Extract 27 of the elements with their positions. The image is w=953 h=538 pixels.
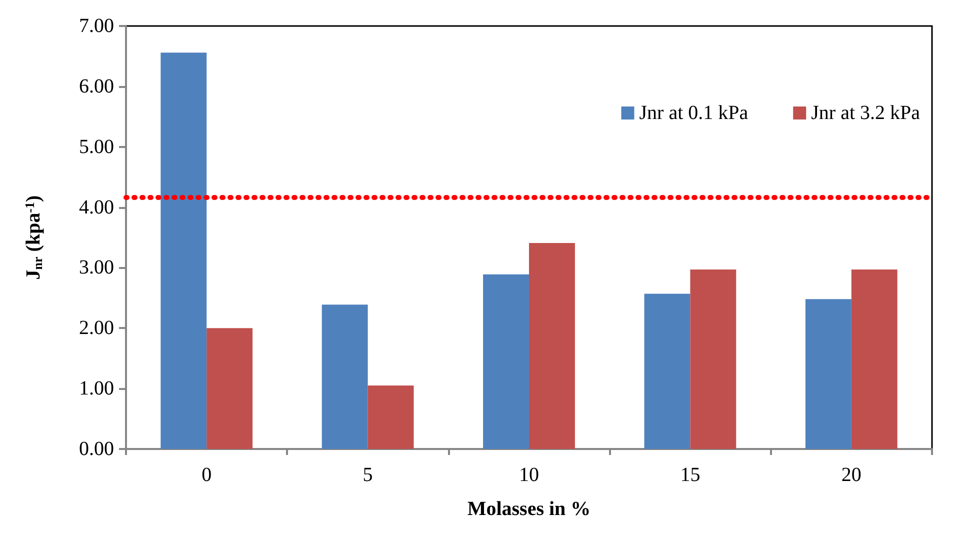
y-tick-label: 3.00 [79, 256, 114, 279]
bar [206, 328, 253, 449]
y-tick-label: 7.00 [79, 15, 114, 37]
bar [644, 294, 690, 449]
bar [160, 52, 207, 449]
y-axis-title: Jnr (kpa-1) [22, 195, 45, 280]
bar [851, 270, 898, 449]
bar [690, 270, 736, 449]
x-tick-label: 15 [680, 464, 700, 486]
y-tick-label: 2.00 [79, 317, 114, 340]
x-tick-label: 10 [519, 464, 539, 486]
x-axis-title: Molasses in % [467, 498, 591, 520]
x-tick-label: 5 [362, 464, 373, 486]
bar [529, 242, 575, 449]
legend-label: Jnr at 3.2 kPa [811, 102, 920, 124]
y-tick-label: 6.00 [79, 75, 114, 98]
y-tick-label: 5.00 [79, 136, 114, 158]
bar [805, 299, 852, 449]
bar [322, 304, 368, 449]
y-tick-label: 1.00 [79, 378, 114, 400]
bar [483, 274, 529, 449]
x-tick-label: 0 [202, 464, 212, 486]
bar [368, 386, 414, 449]
y-tick-label: 4.00 [79, 196, 114, 218]
x-tick-label: 20 [841, 464, 862, 486]
y-tick-label: 0.00 [79, 438, 114, 460]
legend-label: Jnr at 0.1 kPa [639, 102, 748, 124]
